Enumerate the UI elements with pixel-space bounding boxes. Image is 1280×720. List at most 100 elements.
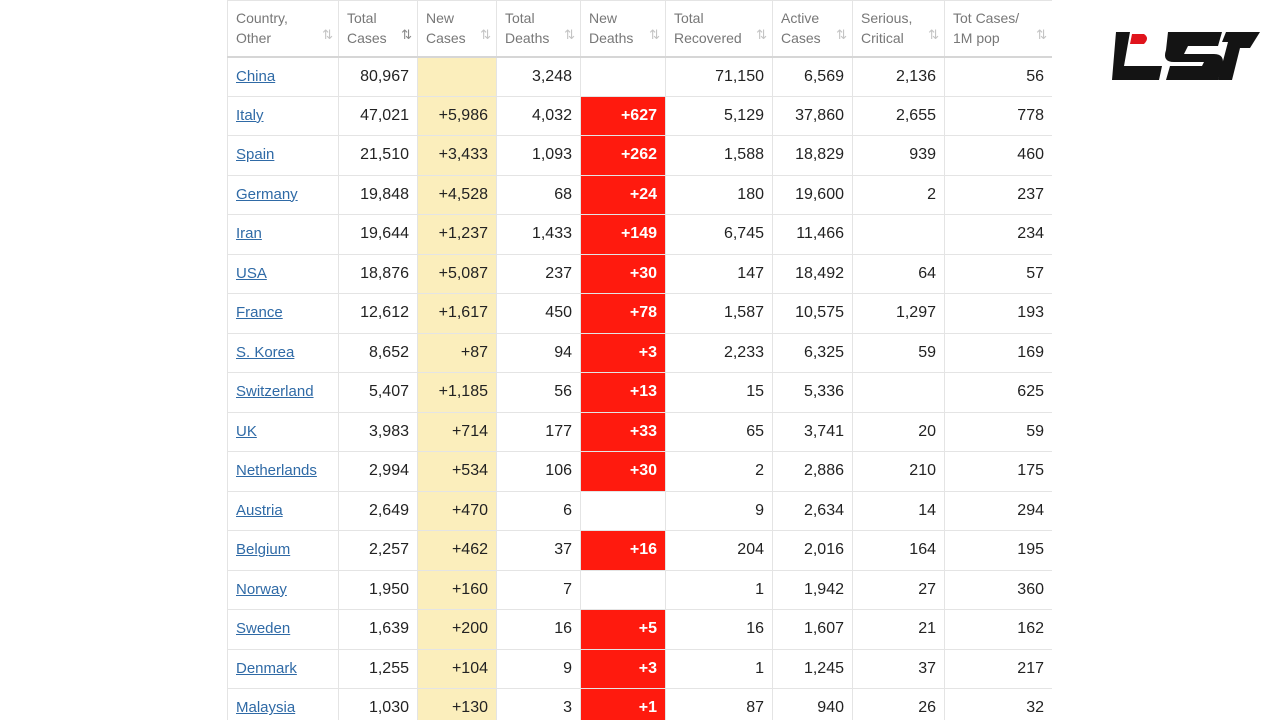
cell-new-deaths: +3 bbox=[580, 648, 666, 689]
cell-serious: 14 bbox=[852, 490, 945, 531]
country-link[interactable]: S. Korea bbox=[236, 343, 295, 361]
column-header-label: Total Recovered bbox=[674, 10, 742, 47]
country-link[interactable]: Norway bbox=[236, 580, 287, 598]
cell-new-cases: +1,617 bbox=[417, 293, 497, 334]
cell-new-deaths: +13 bbox=[580, 372, 666, 413]
column-header-label: Country, Other bbox=[236, 10, 288, 47]
cell-new-cases: +160 bbox=[417, 569, 497, 610]
cell-serious: 21 bbox=[852, 609, 945, 650]
column-header-country[interactable]: Country, Other ⇅ bbox=[227, 0, 339, 58]
cell-per-million: 59 bbox=[944, 411, 1052, 452]
cell-serious: 939 bbox=[852, 135, 945, 176]
sort-arrows-icon[interactable]: ⇅ bbox=[756, 27, 767, 42]
cell-new-cases: +104 bbox=[417, 648, 497, 689]
cell-new-cases: +5,087 bbox=[417, 253, 497, 294]
country-link[interactable]: Sweden bbox=[236, 620, 291, 638]
cell-per-million: 360 bbox=[944, 569, 1052, 610]
cell-serious: 64 bbox=[852, 253, 945, 294]
country-link[interactable]: Spain bbox=[236, 146, 275, 164]
column-header-active-cases[interactable]: Active Cases ⇅ bbox=[772, 0, 853, 58]
cell-total-cases: 2,649 bbox=[338, 490, 418, 531]
cell-total-cases: 2,994 bbox=[338, 451, 418, 492]
cell-serious: 164 bbox=[852, 530, 945, 571]
country-link[interactable]: China bbox=[236, 67, 276, 85]
cell-new-cases bbox=[417, 56, 497, 97]
table-row: Sweden 1,639 +200 16 +5 16 1,607 21 162 bbox=[227, 609, 1052, 650]
cell-per-million: 234 bbox=[944, 214, 1052, 255]
cell-total-recovered: 2,233 bbox=[665, 332, 773, 373]
cell-serious: 1,297 bbox=[852, 293, 945, 334]
country-link[interactable]: Germany bbox=[236, 185, 298, 203]
column-header-total-cases[interactable]: Total Cases ⇅ bbox=[338, 0, 418, 58]
cell-country: USA bbox=[227, 253, 339, 294]
sort-arrows-icon[interactable]: ⇅ bbox=[928, 27, 939, 42]
column-header-label: New Deaths bbox=[589, 10, 634, 47]
sort-arrows-icon[interactable]: ⇅ bbox=[322, 27, 333, 42]
table-row: Austria 2,649 +470 6 9 2,634 14 294 bbox=[227, 490, 1052, 531]
column-header-total-deaths[interactable]: Total Deaths ⇅ bbox=[496, 0, 581, 58]
table-row: Belgium 2,257 +462 37 +16 204 2,016 164 195 bbox=[227, 530, 1052, 571]
cell-new-deaths: +262 bbox=[580, 135, 666, 176]
cell-serious: 210 bbox=[852, 451, 945, 492]
cell-country: Netherlands bbox=[227, 451, 339, 492]
cell-total-deaths: 56 bbox=[496, 372, 581, 413]
country-link[interactable]: Switzerland bbox=[236, 383, 314, 401]
cell-new-cases: +470 bbox=[417, 490, 497, 531]
cell-new-deaths: +24 bbox=[580, 174, 666, 215]
cell-new-deaths: +627 bbox=[580, 95, 666, 136]
country-link[interactable]: Iran bbox=[236, 225, 262, 243]
cell-new-deaths: +30 bbox=[580, 253, 666, 294]
country-link[interactable]: UK bbox=[236, 422, 257, 440]
data-table-container: Country, Other ⇅ Total Cases ⇅ New Cases ⇅ Tot… bbox=[227, 0, 1052, 720]
cell-total-cases: 2,257 bbox=[338, 530, 418, 571]
sort-arrows-icon[interactable]: ⇅ bbox=[836, 27, 847, 42]
sort-arrows-icon[interactable]: ⇅ bbox=[401, 27, 412, 42]
cell-country: Malaysia bbox=[227, 688, 339, 720]
cell-total-cases: 19,644 bbox=[338, 214, 418, 255]
column-header-tot-cases-per-million[interactable]: Tot Cases/ 1M pop ⇅ bbox=[944, 0, 1052, 58]
sort-arrows-icon[interactable]: ⇅ bbox=[480, 27, 491, 42]
table-row: Switzerland 5,407 +1,185 56 +13 15 5,336 625 bbox=[227, 372, 1052, 413]
country-link[interactable]: Denmark bbox=[236, 659, 297, 677]
sort-arrows-icon[interactable]: ⇅ bbox=[1036, 27, 1047, 42]
cell-total-cases: 80,967 bbox=[338, 56, 418, 97]
country-link[interactable]: USA bbox=[236, 264, 267, 282]
cell-new-cases: +5,986 bbox=[417, 95, 497, 136]
cell-new-deaths: +3 bbox=[580, 332, 666, 373]
country-link[interactable]: Austria bbox=[236, 501, 283, 519]
cell-total-recovered: 1 bbox=[665, 648, 773, 689]
cell-total-cases: 18,876 bbox=[338, 253, 418, 294]
table-row: S. Korea 8,652 +87 94 +3 2,233 6,325 59 169 bbox=[227, 332, 1052, 373]
column-header-total-recovered[interactable]: Total Recovered ⇅ bbox=[665, 0, 773, 58]
cell-new-deaths bbox=[580, 569, 666, 610]
country-link[interactable]: Malaysia bbox=[236, 699, 296, 717]
cell-new-cases: +4,528 bbox=[417, 174, 497, 215]
cell-total-recovered: 6,745 bbox=[665, 214, 773, 255]
country-link[interactable]: Netherlands bbox=[236, 462, 317, 480]
sort-arrows-icon[interactable]: ⇅ bbox=[564, 27, 575, 42]
site-logo[interactable] bbox=[1110, 24, 1262, 84]
cell-new-deaths bbox=[580, 490, 666, 531]
cell-active-cases: 2,886 bbox=[772, 451, 853, 492]
cell-total-cases: 47,021 bbox=[338, 95, 418, 136]
cell-serious: 26 bbox=[852, 688, 945, 720]
table-row: Denmark 1,255 +104 9 +3 1 1,245 37 217 bbox=[227, 648, 1052, 689]
column-header-new-cases[interactable]: New Cases ⇅ bbox=[417, 0, 497, 58]
cell-new-deaths: +16 bbox=[580, 530, 666, 571]
country-link[interactable]: Italy bbox=[236, 106, 264, 124]
cell-country: Iran bbox=[227, 214, 339, 255]
cell-new-deaths: +30 bbox=[580, 451, 666, 492]
column-header-serious-critical[interactable]: Serious, Critical ⇅ bbox=[852, 0, 945, 58]
table-row: Iran 19,644 +1,237 1,433 +149 6,745 11,466 234 bbox=[227, 214, 1052, 255]
country-link[interactable]: Belgium bbox=[236, 541, 291, 559]
sort-arrows-icon[interactable]: ⇅ bbox=[649, 27, 660, 42]
column-header-label: New Cases bbox=[426, 10, 466, 47]
cell-new-cases: +87 bbox=[417, 332, 497, 373]
cell-country: Denmark bbox=[227, 648, 339, 689]
cell-country: Switzerland bbox=[227, 372, 339, 413]
column-header-label: Tot Cases/ 1M pop bbox=[953, 10, 1020, 47]
cell-new-deaths: +78 bbox=[580, 293, 666, 334]
column-header-new-deaths[interactable]: New Deaths ⇅ bbox=[580, 0, 666, 58]
column-header-label: Serious, Critical bbox=[861, 10, 913, 47]
country-link[interactable]: France bbox=[236, 304, 283, 322]
